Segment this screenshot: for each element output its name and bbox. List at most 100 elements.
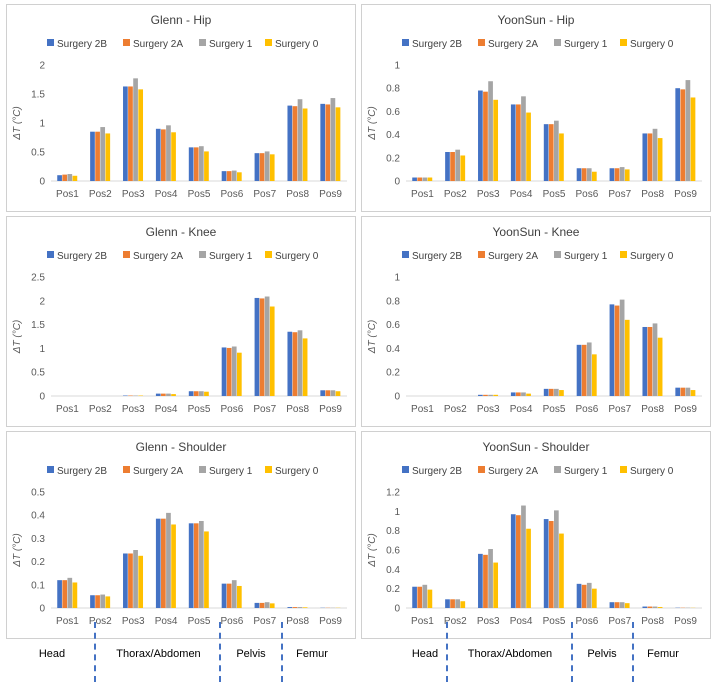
bar-surgery-0-pos5 xyxy=(204,531,209,608)
bar-surgery-2b-pos1 xyxy=(412,586,417,608)
region-pelvis-right: Pelvis xyxy=(587,648,617,660)
divider-left-1 xyxy=(94,622,96,682)
y-tick-label: 0.4 xyxy=(386,344,400,355)
legend-swatch xyxy=(199,39,206,46)
y-axis-label: ΔT (°C) xyxy=(12,320,23,354)
bar-surgery-1-pos7 xyxy=(264,296,270,396)
x-tick-label: Pos3 xyxy=(477,189,500,200)
x-tick-label: Pos6 xyxy=(220,616,243,627)
bar-surgery-2b-pos7 xyxy=(254,297,260,396)
y-axis-label: ΔT (°C) xyxy=(367,533,378,567)
bar-surgery-2a-pos4 xyxy=(161,129,166,181)
bar-surgery-2b-pos5 xyxy=(188,523,194,608)
x-tick-label: Pos9 xyxy=(674,404,697,415)
x-tick-label: Pos4 xyxy=(155,616,178,627)
bar-surgery-1-pos8 xyxy=(652,128,658,181)
divider-right-2 xyxy=(571,622,573,682)
region-femur-left: Femur xyxy=(296,648,328,660)
legend-swatch xyxy=(402,39,409,46)
y-tick-label: 0 xyxy=(39,604,45,615)
region-head-right: Head xyxy=(411,648,439,660)
bar-surgery-2a-pos9 xyxy=(325,390,331,396)
y-tick-label: 0.2 xyxy=(386,368,400,379)
chart-glenn-knee: Glenn - Knee Surgery 2B Surgery 2A Surgery … xyxy=(6,216,356,427)
y-tick-label: 0.2 xyxy=(31,557,45,568)
bar-surgery-2b-pos4 xyxy=(155,393,161,396)
y-tick-label: 1 xyxy=(394,507,400,518)
chart-yoonsun-hip: YoonSun - Hip Surgery 2B Surgery 2A Surgery… xyxy=(361,4,711,212)
bar-surgery-0-pos1 xyxy=(427,589,433,608)
bar-surgery-2b-pos5 xyxy=(543,519,549,608)
legend-label: Surgery 1 xyxy=(564,251,608,262)
x-tick-label: Pos1 xyxy=(411,404,434,415)
legend-label: Surgery 1 xyxy=(209,39,253,50)
x-tick-label: Pos7 xyxy=(253,189,276,200)
bar-surgery-2a-pos1 xyxy=(62,580,68,608)
bar-surgery-0-pos6 xyxy=(591,171,597,181)
legend-swatch xyxy=(47,466,54,473)
bar-surgery-2b-pos4 xyxy=(510,392,516,396)
bar-surgery-2b-pos3 xyxy=(478,90,483,181)
bar-surgery-0-pos8 xyxy=(302,108,308,181)
bar-surgery-2a-pos2 xyxy=(95,131,100,181)
chart-svg: YoonSun - Shoulder Surgery 2B Surgery 2A Su… xyxy=(367,440,702,627)
bar-surgery-0-pos6 xyxy=(236,585,242,608)
x-tick-label: Pos5 xyxy=(543,404,566,415)
legend-swatch xyxy=(554,39,561,46)
legend-swatch xyxy=(199,251,206,258)
bar-surgery-2a-pos7 xyxy=(614,305,620,396)
bar-surgery-1-pos2 xyxy=(455,149,461,181)
x-tick-label: Pos1 xyxy=(411,189,434,200)
bar-surgery-0-pos2 xyxy=(105,596,111,608)
bar-surgery-2b-pos2 xyxy=(90,131,95,181)
legend-label: Surgery 0 xyxy=(275,251,319,262)
y-tick-label: 1 xyxy=(394,273,400,284)
chart-glenn-hip: Glenn - Hip Surgery 2B Surgery 2A Surgery 1… xyxy=(6,4,356,212)
bar-surgery-1-pos4 xyxy=(521,505,526,608)
y-tick-label: 0.8 xyxy=(386,84,400,95)
bar-surgery-1-pos5 xyxy=(199,391,204,396)
bar-surgery-1-pos8 xyxy=(297,330,303,396)
bar-surgery-2b-pos5 xyxy=(188,147,194,181)
legend-swatch xyxy=(265,466,272,473)
bar-surgery-0-pos3 xyxy=(493,562,499,608)
bar-surgery-0-pos6 xyxy=(236,172,242,181)
x-tick-label: Pos6 xyxy=(575,189,598,200)
bar-surgery-2a-pos9 xyxy=(325,104,331,181)
chart-yoonsun-knee: YoonSun - Knee Surgery 2B Surgery 2A Surger… xyxy=(361,216,711,427)
y-tick-label: 0.2 xyxy=(386,584,400,595)
bar-surgery-2b-pos2 xyxy=(445,152,450,181)
bar-surgery-1-pos5 xyxy=(554,388,559,396)
bar-surgery-0-pos7 xyxy=(624,603,630,608)
legend-swatch xyxy=(123,466,130,473)
bar-surgery-1-pos8 xyxy=(652,323,658,396)
y-tick-label: 2.5 xyxy=(31,273,45,284)
bar-surgery-2a-pos3 xyxy=(483,554,488,608)
bar-surgery-1-pos3 xyxy=(488,394,493,396)
bar-surgery-1-pos8 xyxy=(297,99,303,181)
y-tick-label: 1.5 xyxy=(31,90,45,101)
y-tick-label: 0.6 xyxy=(386,320,400,331)
x-tick-label: Pos5 xyxy=(543,616,566,627)
y-tick-label: 0.5 xyxy=(31,368,45,379)
legend-label: Surgery 2B xyxy=(57,39,107,50)
y-tick-label: 0.3 xyxy=(31,534,45,545)
bar-surgery-2b-pos3 xyxy=(123,553,128,608)
bar-surgery-0-pos8 xyxy=(657,337,663,396)
bar-surgery-0-pos5 xyxy=(204,151,209,181)
bar-surgery-2b-pos4 xyxy=(510,514,516,608)
region-thorax-left: Thorax/Abdomen xyxy=(116,648,201,660)
bar-surgery-0-pos8 xyxy=(302,338,308,396)
x-tick-label: Pos7 xyxy=(608,404,631,415)
chart-title: Glenn - Knee xyxy=(146,225,217,239)
bar-surgery-2b-pos7 xyxy=(254,153,260,181)
bar-surgery-0-pos1 xyxy=(72,582,78,608)
bar-surgery-1-pos9 xyxy=(685,80,691,181)
y-tick-label: 2 xyxy=(39,296,45,307)
y-tick-label: 0.4 xyxy=(31,511,45,522)
divider-left-2 xyxy=(219,622,221,682)
x-tick-label: Pos7 xyxy=(253,616,276,627)
bar-surgery-2b-pos9 xyxy=(320,103,326,181)
y-tick-label: 0.6 xyxy=(386,107,400,118)
y-tick-label: 0.4 xyxy=(386,565,400,576)
